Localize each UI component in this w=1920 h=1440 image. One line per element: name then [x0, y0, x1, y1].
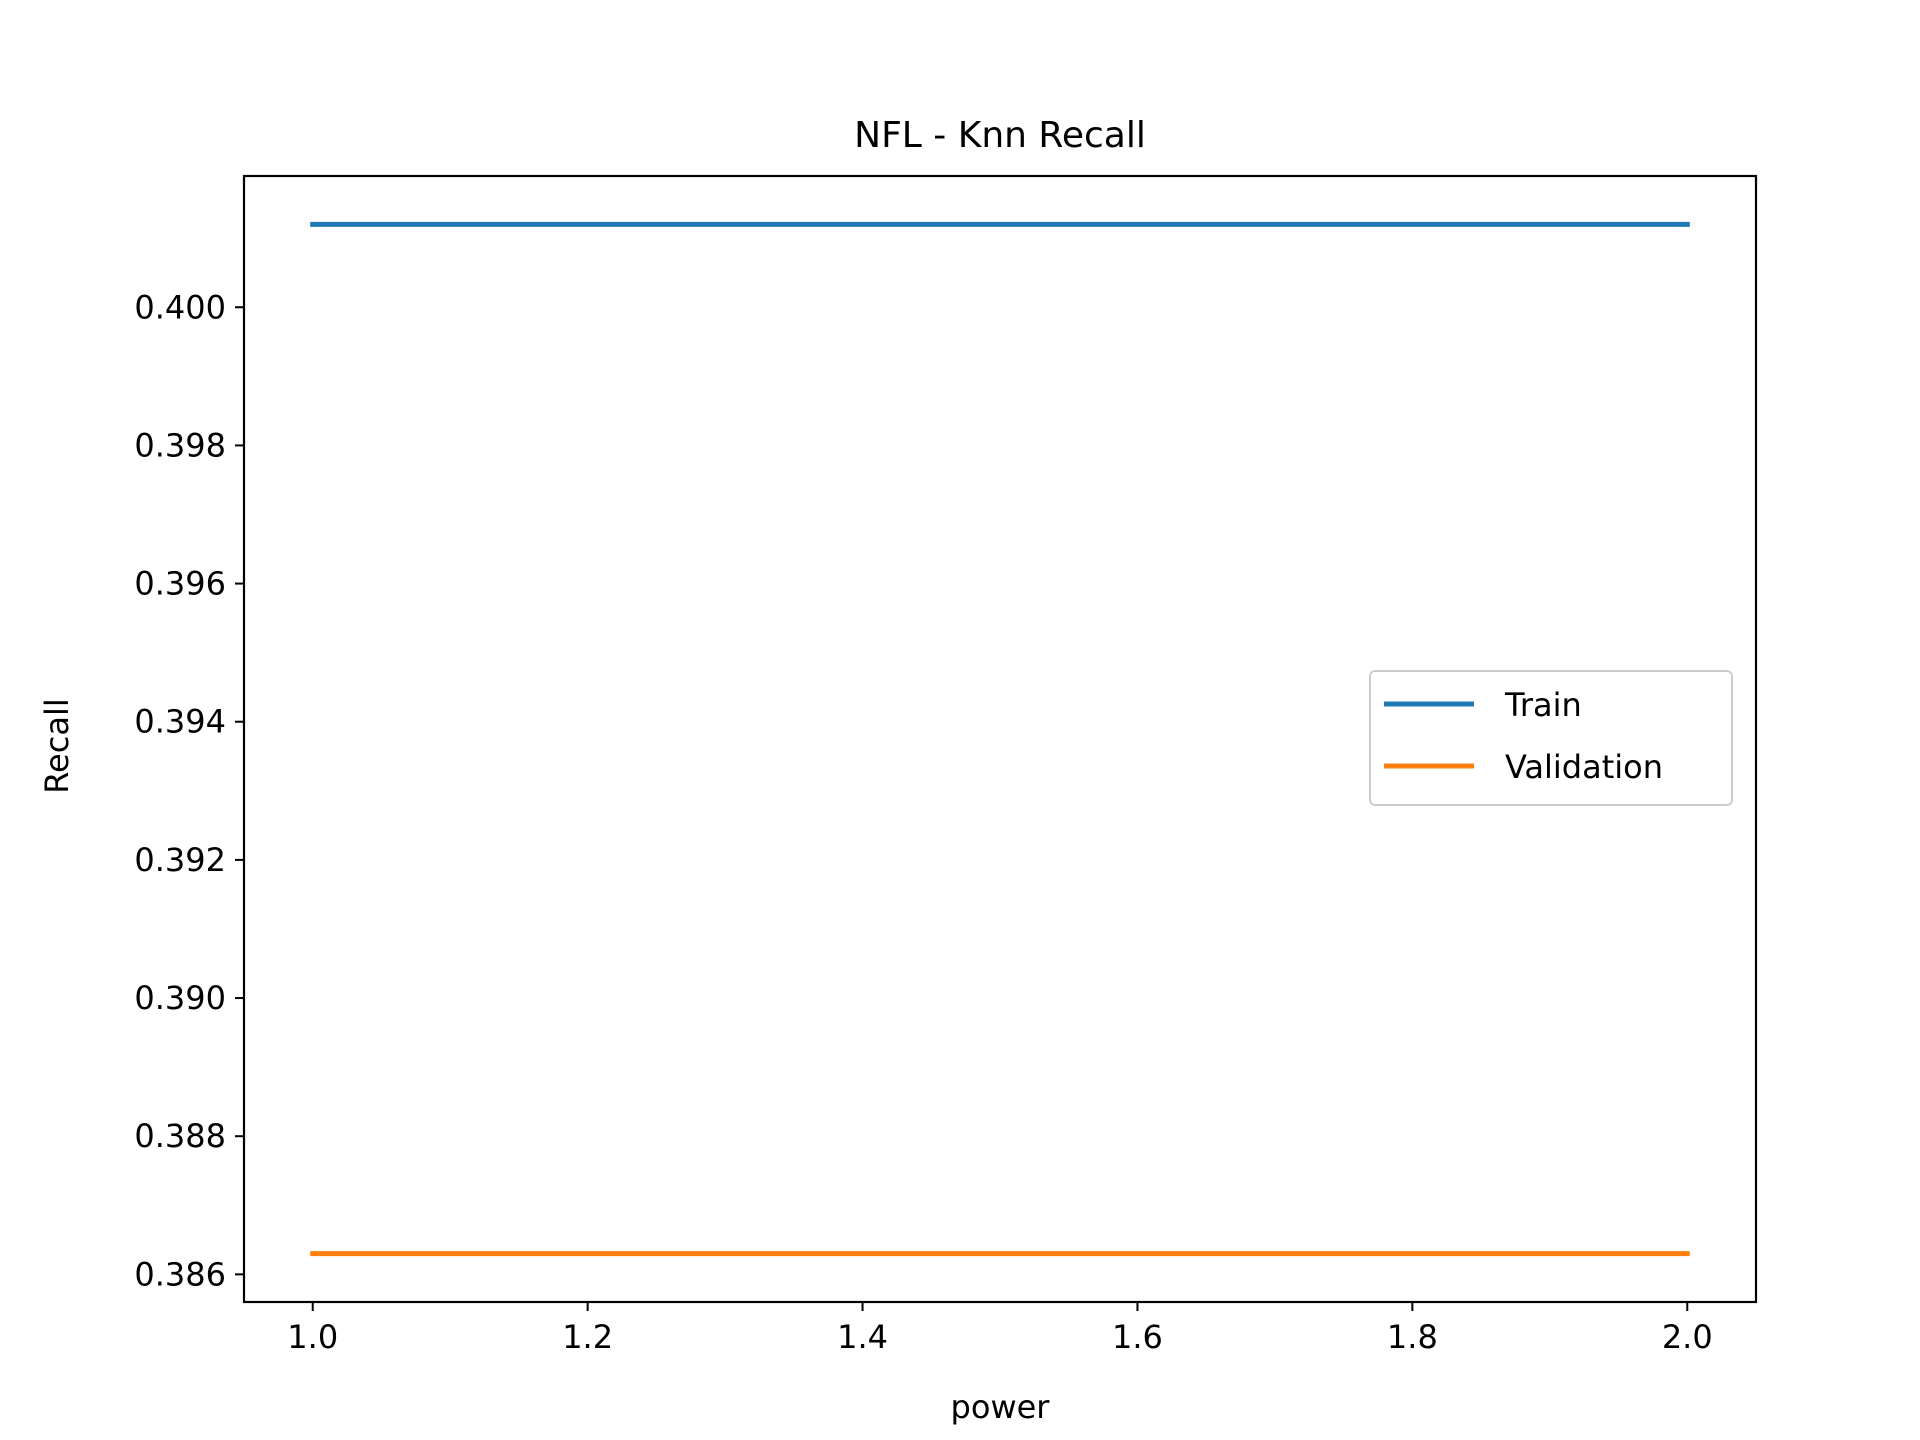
y-tick-label: 0.388	[134, 1117, 226, 1155]
plot-area: 1.0 1.2 1.4 1.6 1.8 2.0 0.386 0.388 0.390 0.392 0.…	[134, 174, 1758, 1356]
y-axis-label: Recall	[38, 698, 76, 793]
legend-label-train: Train	[1504, 686, 1582, 724]
y-tick-label: 0.396	[134, 565, 226, 603]
y-tick-label: 0.398	[134, 426, 226, 464]
x-tick-label: 1.8	[1387, 1318, 1438, 1356]
axes-frame	[242, 174, 1758, 1304]
chart-title: NFL - Knn Recall	[854, 115, 1146, 156]
y-tick-label: 0.386	[134, 1255, 226, 1293]
y-tick-label: 0.400	[134, 288, 226, 326]
y-tick-label: 0.392	[134, 841, 226, 879]
x-tick-label: 1.0	[287, 1318, 338, 1356]
legend-label-validation: Validation	[1505, 748, 1663, 786]
x-tick-label: 2.0	[1662, 1318, 1713, 1356]
x-axis-label: power	[951, 1388, 1051, 1426]
y-tick-label: 0.394	[134, 703, 226, 741]
x-tick-label: 1.2	[562, 1318, 613, 1356]
y-tick-label: 0.390	[134, 979, 226, 1017]
legend: Train Validation	[1369, 670, 1733, 806]
x-tick-label: 1.6	[1112, 1318, 1163, 1356]
x-tick-label: 1.4	[837, 1318, 888, 1356]
